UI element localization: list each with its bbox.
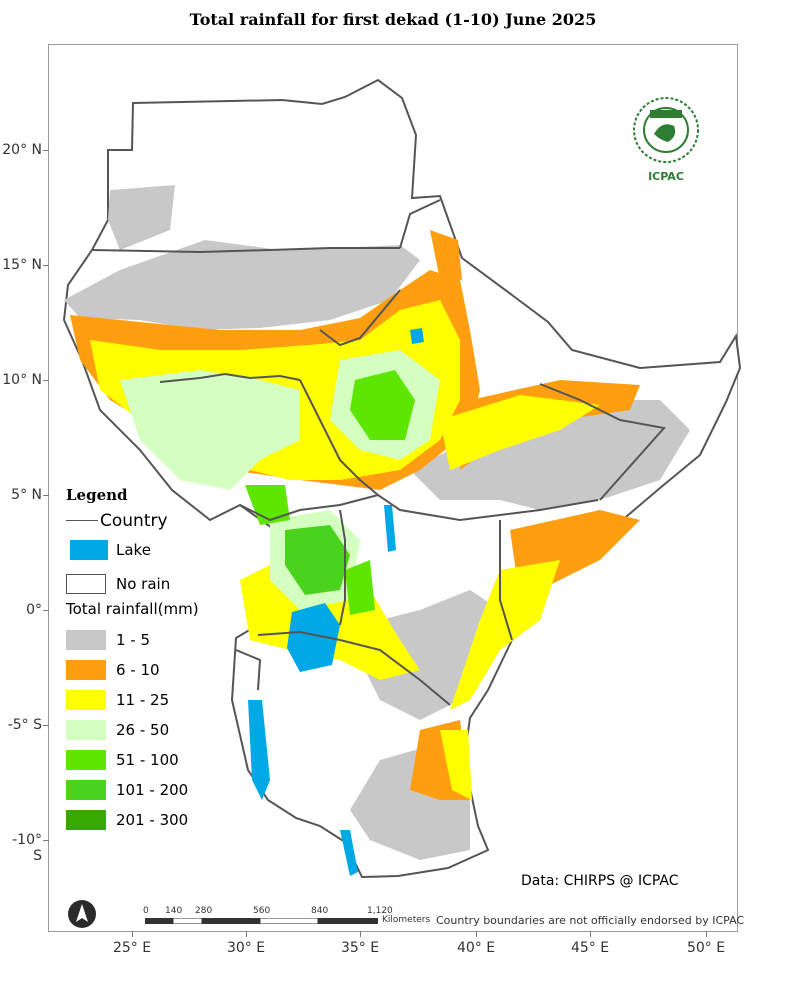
legend-classes: 1 - 5 6 - 10 11 - 25 26 - 50 51 - 100 101 - 2… xyxy=(66,624,236,834)
lake-tanganyika xyxy=(248,700,270,800)
lon-tick xyxy=(706,931,707,937)
rain-zone-1-5-horn xyxy=(410,400,690,510)
legend-class-row: 201 - 300 xyxy=(66,804,236,834)
rain-zone-11-25-somalia-coast xyxy=(450,560,560,710)
igad-emblem-icon xyxy=(633,97,699,163)
lon-label-45e: 45° E xyxy=(570,940,610,956)
legend-class-label: 26 - 50 xyxy=(116,721,170,739)
scale-tick-840: 840 xyxy=(311,906,329,916)
lat-tick xyxy=(43,495,49,496)
lat-tick xyxy=(43,725,49,726)
rain-zone-51-100-ethiopia xyxy=(350,370,415,440)
lat-tick xyxy=(43,380,49,381)
legend-class-swatch xyxy=(66,690,106,710)
lat-tick xyxy=(43,265,49,266)
legend-class-swatch xyxy=(66,630,106,650)
lat-label-5n: 5° N xyxy=(11,487,42,503)
lat-tick xyxy=(43,840,49,841)
scale-tick-280: 280 xyxy=(195,906,213,916)
lon-tick xyxy=(590,931,591,937)
country-boundaries xyxy=(91,199,666,706)
rain-zone-11-25-ethiopia xyxy=(440,395,600,470)
map-title: Total rainfall for first dekad (1-10) Ju… xyxy=(189,10,597,29)
no-rain-swatch xyxy=(66,574,106,594)
legend-lake: Lake xyxy=(66,534,236,564)
legend-title: Legend xyxy=(66,486,128,504)
lake-malawi xyxy=(340,830,358,876)
lon-tick xyxy=(360,931,361,937)
legend-class-label: 1 - 5 xyxy=(116,631,151,649)
rain-zone-51-100-kenya xyxy=(345,560,375,615)
icpac-logo: ICPAC xyxy=(628,96,704,186)
legend-no-rain-label: No rain xyxy=(116,575,171,593)
scale-tick-1120: 1,120 xyxy=(367,906,393,916)
legend-lake-label: Lake xyxy=(116,541,151,559)
legend-class-label: 101 - 200 xyxy=(116,781,189,799)
lat-label-20n: 20° N xyxy=(2,142,42,158)
rain-zone-1-5-north xyxy=(108,185,175,250)
legend-class-row: 6 - 10 xyxy=(66,654,236,684)
map-frame xyxy=(48,44,738,932)
rain-zone-51-100-uganda xyxy=(285,525,350,595)
legend-class-swatch xyxy=(66,810,106,830)
rain-zone-11-25-tanzania-coast xyxy=(440,730,472,800)
legend: Legend Country Lake No rain Total rainfa… xyxy=(66,486,236,834)
lat-label-15n: 15° N xyxy=(2,257,42,273)
lat-tick xyxy=(43,610,49,611)
lon-tick xyxy=(132,931,133,937)
lon-label-25e: 25° E xyxy=(112,940,152,956)
north-arrow-icon xyxy=(68,900,96,928)
lake-tana xyxy=(410,328,424,344)
lon-tick xyxy=(246,931,247,937)
scale-tick-140: 140 xyxy=(165,906,183,916)
rain-zone-51-100-south-sudan xyxy=(245,485,290,525)
legend-class-row: 51 - 100 xyxy=(66,744,236,774)
legend-class-row: 101 - 200 xyxy=(66,774,236,804)
lake-turkana xyxy=(384,505,396,552)
legend-class-row: 1 - 5 xyxy=(66,624,236,654)
lon-label-30e: 30° E xyxy=(226,940,266,956)
legend-class-swatch xyxy=(66,720,106,740)
legend-country: Country xyxy=(66,504,236,534)
legend-class-label: 11 - 25 xyxy=(116,691,170,709)
lon-tick xyxy=(476,931,477,937)
lon-label-35e: 35° E xyxy=(340,940,380,956)
legend-country-label: Country xyxy=(100,511,168,531)
disclaimer: Country boundaries are not officially en… xyxy=(436,914,745,927)
legend-class-row: 26 - 50 xyxy=(66,714,236,744)
data-credit: Data: CHIRPS @ ICPAC xyxy=(521,873,679,889)
legend-class-label: 51 - 100 xyxy=(116,751,179,769)
legend-class-swatch xyxy=(66,750,106,770)
lat-label-0: 0° xyxy=(26,602,42,618)
rain-zone-6-10-ethiopia xyxy=(430,230,462,280)
legend-class-label: 201 - 300 xyxy=(116,811,189,829)
legend-class-label: 6 - 10 xyxy=(116,661,160,679)
rain-zone-26-50-sudan xyxy=(120,370,300,490)
lake-victoria xyxy=(287,603,340,672)
country-line-icon xyxy=(66,520,98,521)
legend-no-rain: No rain xyxy=(66,568,236,598)
scale-unit: Kilometers xyxy=(382,915,431,925)
lat-label-10s: -10° S xyxy=(12,832,42,864)
legend-class-swatch xyxy=(66,660,106,680)
lat-label-5s: -5° S xyxy=(7,717,42,733)
lake-swatch xyxy=(70,540,108,560)
rain-zone-1-5-sahel xyxy=(64,240,420,330)
legend-class-swatch xyxy=(66,780,106,800)
legend-class-row: 11 - 25 xyxy=(66,684,236,714)
lon-label-40e: 40° E xyxy=(456,940,496,956)
lat-label-10n: 10° N xyxy=(2,372,42,388)
lon-label-50e: 50° E xyxy=(686,940,726,956)
icpac-logo-text: ICPAC xyxy=(648,170,684,183)
legend-total-title: Total rainfall(mm) xyxy=(66,600,199,618)
scale-bar-graphic xyxy=(145,918,378,924)
scale-tick-0: 0 xyxy=(143,906,149,916)
lat-tick xyxy=(43,150,49,151)
scale-tick-560: 560 xyxy=(253,906,271,916)
